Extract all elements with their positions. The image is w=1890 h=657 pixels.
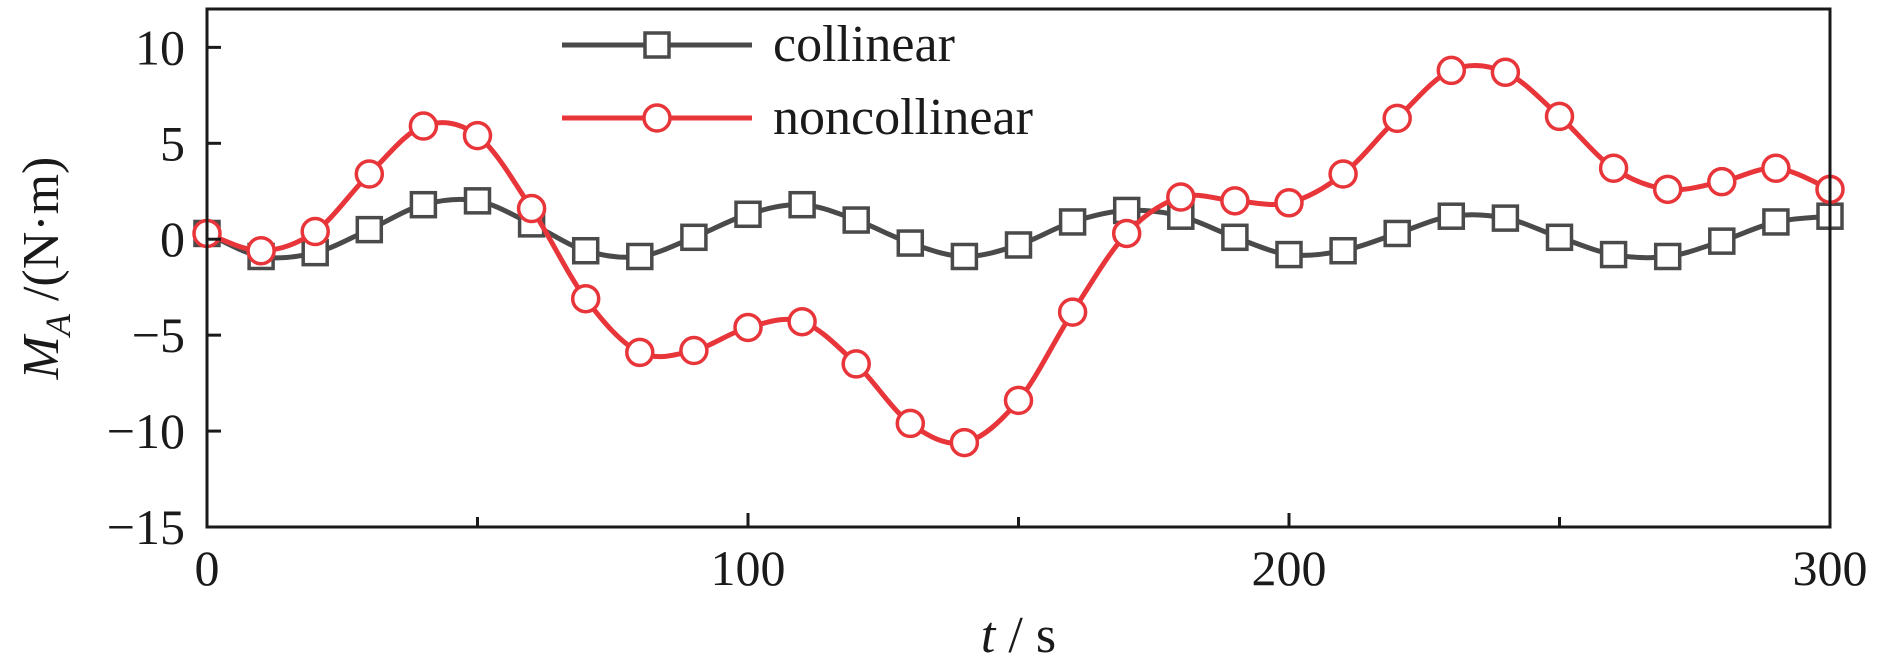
x-tick-label: 200 xyxy=(1252,540,1327,596)
data-point-collinear xyxy=(1437,202,1466,230)
data-point-noncollinear xyxy=(1220,186,1250,216)
data-point-noncollinear xyxy=(895,408,926,439)
data-point-noncollinear xyxy=(300,216,330,247)
data-point-collinear xyxy=(734,200,762,229)
plot-frame xyxy=(205,7,1832,529)
data-point-noncollinear xyxy=(1761,153,1791,183)
y-tick-label: −15 xyxy=(107,499,185,555)
data-point-collinear xyxy=(1653,242,1682,271)
data-point-noncollinear xyxy=(516,193,547,224)
y-tick-label: −10 xyxy=(107,403,185,459)
data-point-noncollinear xyxy=(1490,57,1521,88)
data-point-noncollinear xyxy=(1274,188,1304,218)
legend: collinear noncollinear xyxy=(562,16,1033,146)
legend-label-noncollinear: noncollinear xyxy=(773,89,1033,146)
data-point-collinear xyxy=(680,223,708,252)
data-point-collinear xyxy=(1383,219,1411,248)
legend-marker-collinear xyxy=(643,31,671,59)
x-tick-label: 300 xyxy=(1793,540,1868,596)
data-point-collinear xyxy=(950,242,979,271)
y-tick-label: 0 xyxy=(160,211,185,267)
y-axis-title: MA /(N·m) xyxy=(13,157,78,381)
data-point-collinear xyxy=(1004,231,1033,259)
y-tick-label: 5 xyxy=(160,115,185,171)
data-point-collinear xyxy=(1491,204,1520,232)
data-point-collinear xyxy=(1058,208,1087,236)
x-axis-title: t / s xyxy=(981,607,1056,657)
data-point-noncollinear xyxy=(1003,385,1034,416)
data-point-collinear xyxy=(626,242,654,271)
data-point-collinear xyxy=(1275,240,1303,269)
data-point-collinear xyxy=(1329,236,1357,265)
data-point-noncollinear xyxy=(246,235,276,266)
data-point-collinear xyxy=(409,190,438,219)
x-tick-label: 100 xyxy=(711,540,786,596)
data-point-collinear xyxy=(355,215,384,244)
data-point-collinear xyxy=(1762,208,1790,236)
data-point-noncollinear xyxy=(949,427,980,458)
data-point-noncollinear xyxy=(679,335,709,366)
data-point-noncollinear xyxy=(1598,153,1629,183)
data-point-collinear xyxy=(1112,196,1141,225)
data-point-noncollinear xyxy=(1436,55,1467,86)
data-point-noncollinear xyxy=(462,120,493,151)
data-point-noncollinear xyxy=(1166,182,1196,212)
data-point-noncollinear xyxy=(787,306,817,337)
data-point-collinear xyxy=(571,236,600,265)
data-point-noncollinear xyxy=(733,312,763,343)
legend-marker-noncollinear xyxy=(642,103,672,133)
data-point-noncollinear xyxy=(1652,174,1683,205)
data-point-noncollinear xyxy=(354,159,385,189)
data-point-collinear xyxy=(463,187,492,215)
data-point-noncollinear xyxy=(570,283,601,314)
data-point-noncollinear xyxy=(625,337,655,368)
data-point-collinear xyxy=(1708,227,1736,255)
data-point-noncollinear xyxy=(1544,101,1575,132)
data-point-collinear xyxy=(1545,223,1574,252)
x-tick-label: 0 xyxy=(195,540,220,596)
y-tick-label: 10 xyxy=(135,19,185,75)
data-point-noncollinear xyxy=(1057,297,1088,327)
data-point-collinear xyxy=(842,206,870,234)
data-point-noncollinear xyxy=(1707,166,1737,197)
y-tick-label: −5 xyxy=(132,307,185,363)
data-point-noncollinear xyxy=(1328,159,1358,189)
legend-label-collinear: collinear xyxy=(773,16,955,73)
data-point-noncollinear xyxy=(1382,103,1412,134)
data-point-noncollinear xyxy=(1111,218,1142,249)
data-point-collinear xyxy=(788,190,816,219)
data-point-noncollinear xyxy=(408,111,439,141)
data-point-noncollinear xyxy=(841,349,871,379)
data-point-collinear xyxy=(896,229,925,257)
data-point-collinear xyxy=(1221,223,1249,252)
data-point-collinear xyxy=(1599,240,1628,269)
